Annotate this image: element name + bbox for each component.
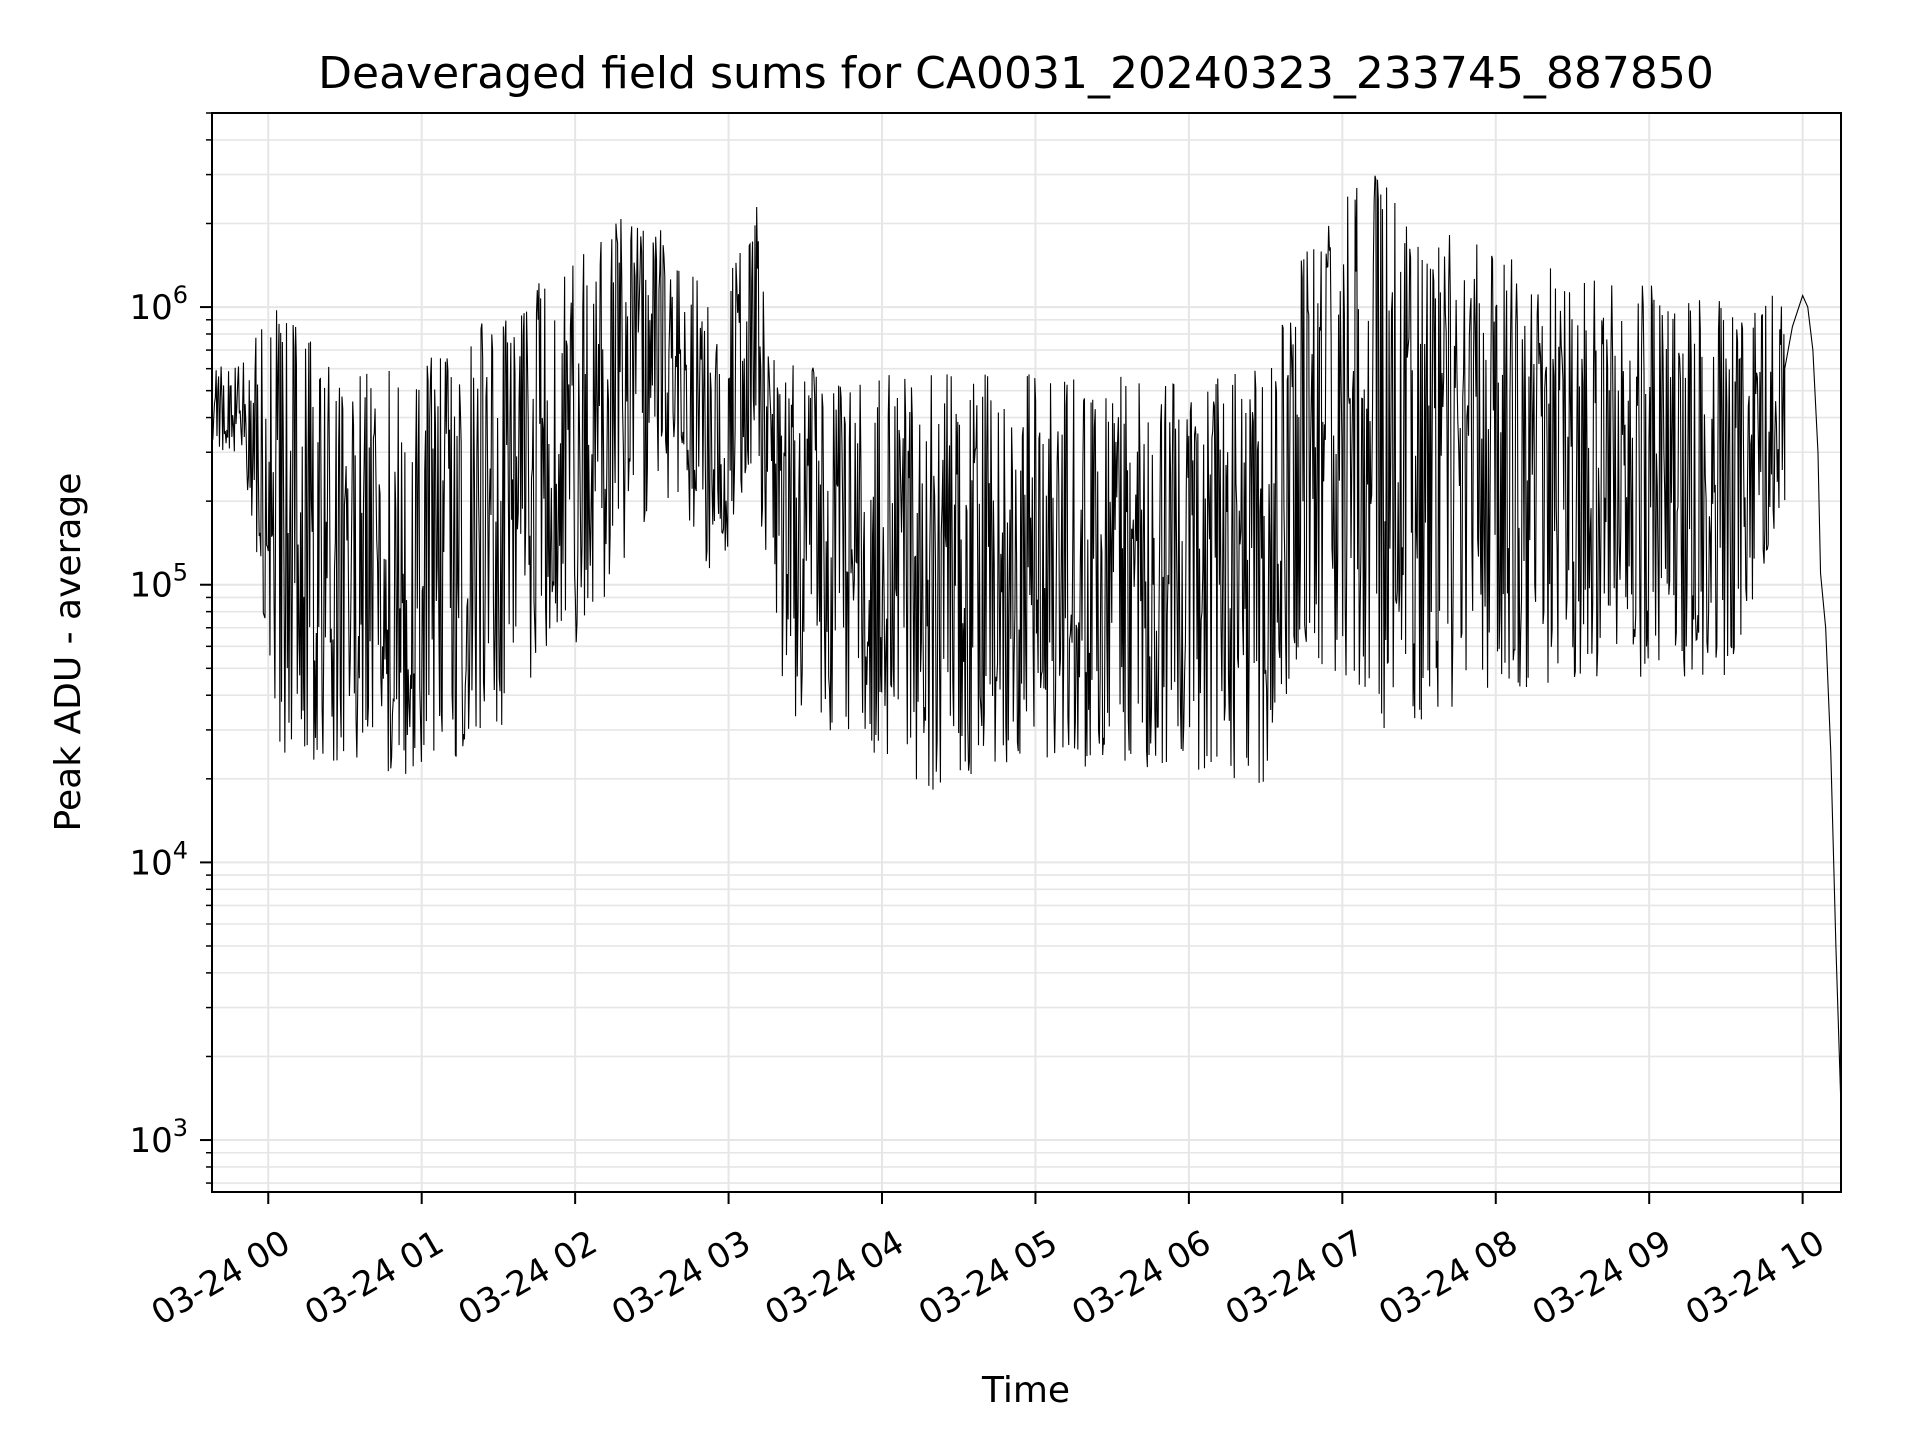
y-tick-exponent: 5 — [173, 559, 188, 587]
y-axis-label: Peak ADU - average — [48, 473, 89, 832]
x-axis-label: Time — [981, 1370, 1070, 1411]
y-tick-base: 10 — [129, 566, 172, 606]
y-tick-label-0: 103 — [129, 1114, 188, 1161]
plot-area — [211, 175, 1842, 1109]
plot-frame — [211, 112, 1842, 1193]
y-tick-base: 10 — [129, 1121, 172, 1161]
y-tick-base: 10 — [129, 288, 172, 328]
y-tick-label-1: 104 — [129, 836, 188, 883]
y-tick-label-3: 106 — [129, 281, 188, 328]
y-tick-label-2: 105 — [129, 559, 188, 606]
y-tick-exponent: 4 — [173, 836, 188, 864]
y-tick-exponent: 6 — [173, 281, 188, 309]
chart-title: Deaveraged field sums for CA0031_2024032… — [318, 48, 1714, 99]
y-tick-base: 10 — [129, 843, 172, 883]
y-tick-exponent: 3 — [173, 1114, 188, 1142]
series-line-0 — [211, 175, 1842, 1109]
